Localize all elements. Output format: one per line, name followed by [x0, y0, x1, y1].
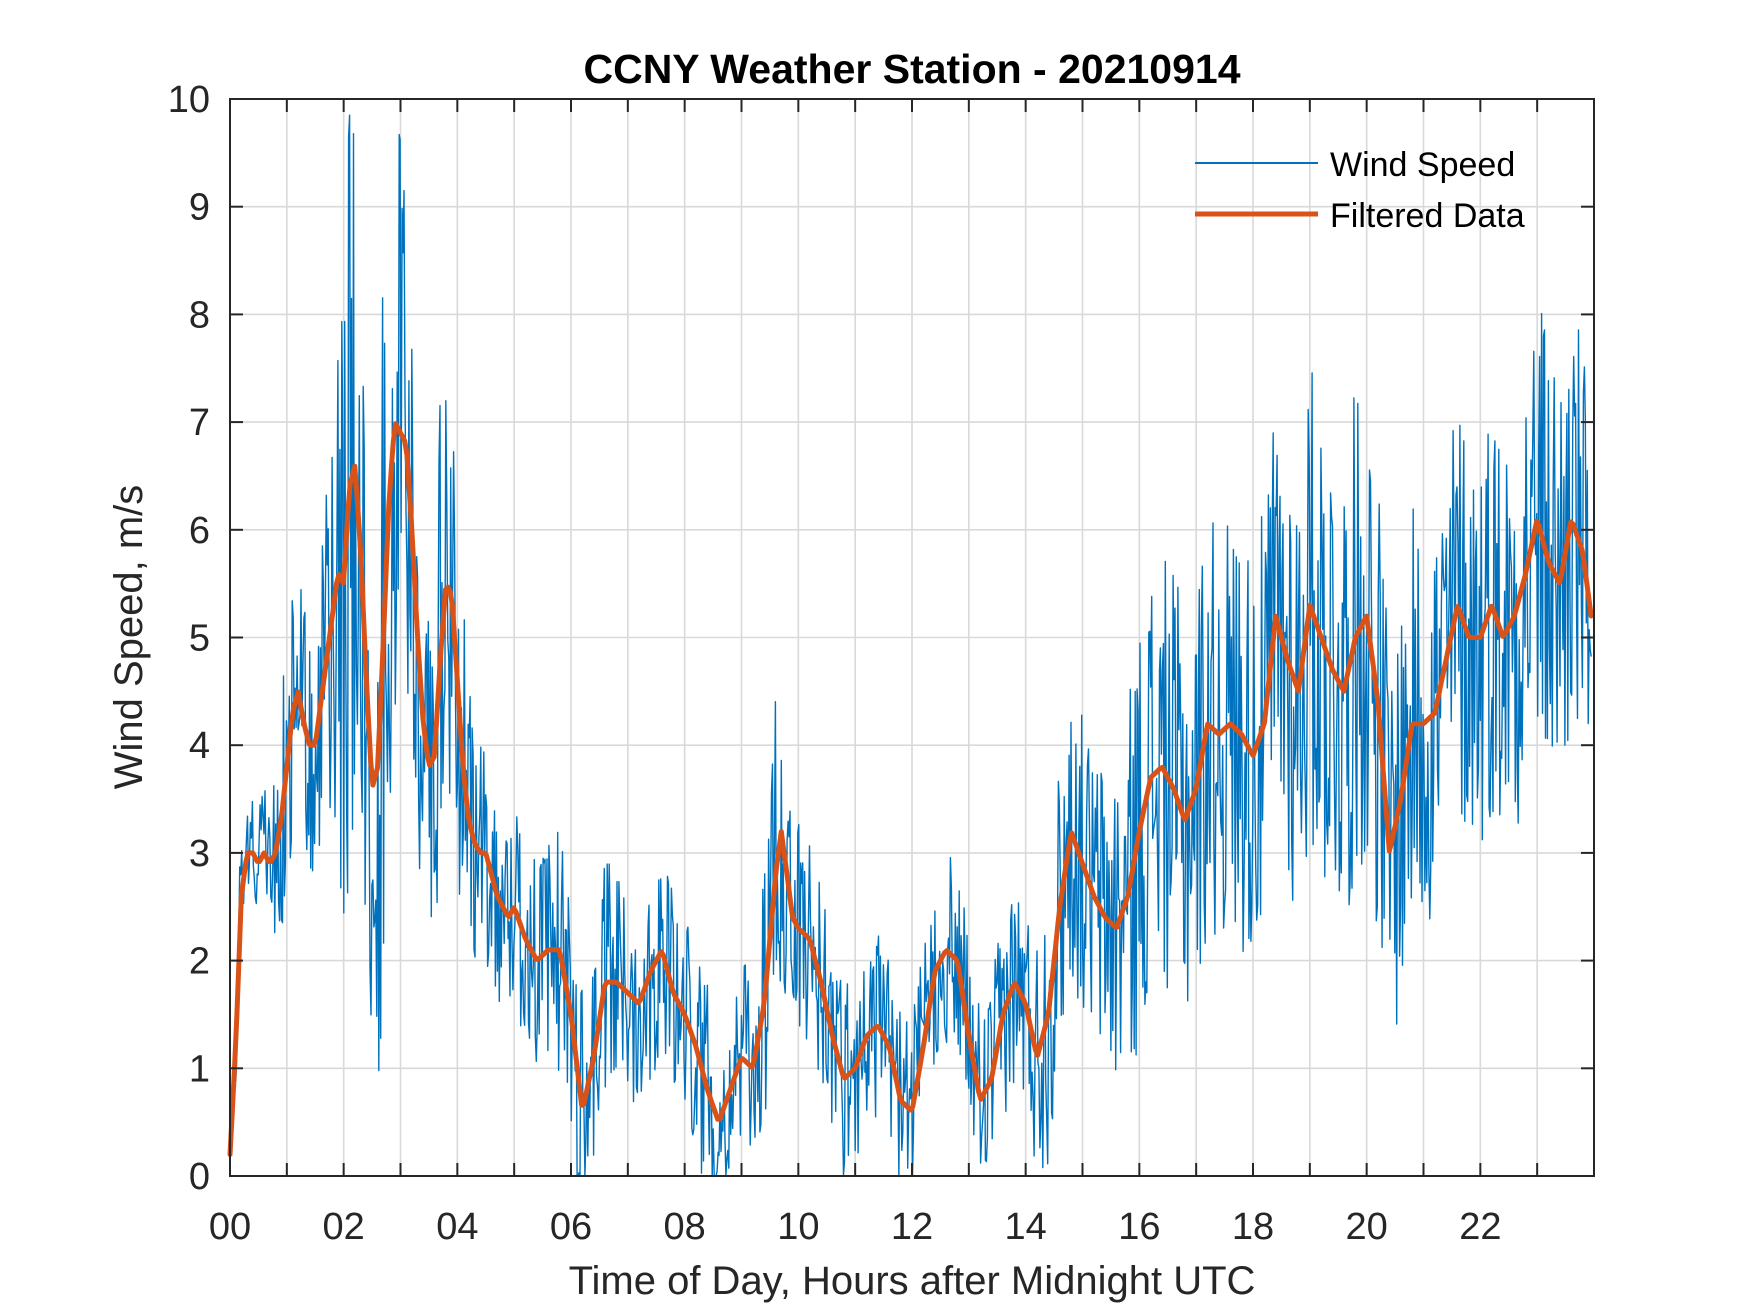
x-tick-label: 16	[1118, 1206, 1160, 1248]
y-tick-label: 0	[189, 1156, 210, 1198]
y-tick-label: 2	[189, 941, 210, 983]
y-tick-label: 7	[189, 402, 210, 444]
x-tick-label: 14	[1005, 1206, 1047, 1248]
x-tick-label: 06	[550, 1206, 592, 1248]
y-tick-label: 5	[189, 618, 210, 660]
x-axis-label: Time of Day, Hours after Midnight UTC	[569, 1259, 1256, 1303]
legend-filtered-data-label: Filtered Data	[1330, 197, 1525, 235]
x-tick-label: 18	[1232, 1206, 1274, 1248]
x-tick-label: 10	[777, 1206, 819, 1248]
y-tick-label: 8	[189, 294, 210, 336]
chart-title: CCNY Weather Station - 20210914	[583, 46, 1240, 92]
filtered-data-series	[227, 421, 1594, 1157]
x-tick-label: 12	[891, 1206, 933, 1248]
y-tick-label: 6	[189, 510, 210, 552]
y-tick-label: 9	[189, 187, 210, 229]
x-tick-label: 20	[1346, 1206, 1388, 1248]
x-tick-label: 08	[664, 1206, 706, 1248]
x-tick-label: 02	[323, 1206, 365, 1248]
wind-speed-series	[229, 114, 1592, 1177]
y-tick-label: 10	[168, 79, 210, 121]
y-axis-label: Wind Speed, m/s	[107, 485, 151, 790]
filtered-data-line	[227, 421, 1594, 1157]
y-tick-label: 1	[189, 1048, 210, 1090]
legend: Wind Speed Filtered Data	[1195, 146, 1525, 235]
wind-speed-line	[229, 114, 1592, 1177]
x-tick-label: 00	[209, 1206, 251, 1248]
y-tick-label: 4	[189, 725, 210, 767]
y-tick-label: 3	[189, 833, 210, 875]
x-tick-label: 04	[436, 1206, 478, 1248]
legend-wind-speed-label: Wind Speed	[1330, 146, 1515, 184]
x-tick-label: 22	[1459, 1206, 1501, 1248]
